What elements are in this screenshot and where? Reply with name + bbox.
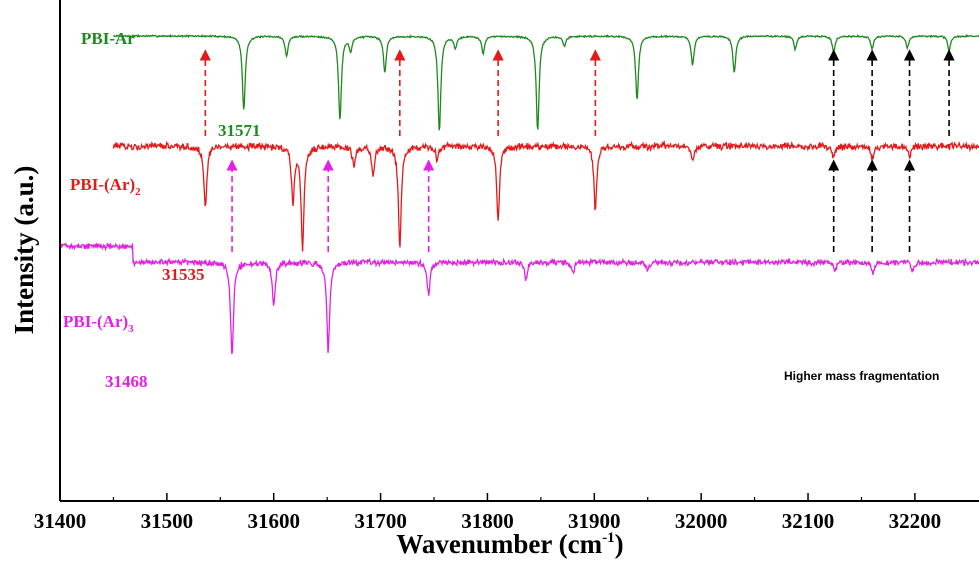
x-axis-title: Wavenumber (cm-1)	[396, 529, 623, 559]
fragmentation-note: Higher mass fragmentation	[784, 369, 939, 383]
series-line-1	[113, 33, 979, 131]
x-tick-label-5: 31900	[568, 509, 621, 533]
peak-label-3: 31468	[105, 372, 148, 391]
peak-label-2: 31535	[162, 265, 205, 284]
peak-label-1: 31571	[218, 121, 261, 140]
label-layer: PBI-Ar 31571 PBI-(Ar)2 31535 PBI-(Ar)3 31468	[63, 29, 261, 391]
y-axis-title: Intensity (a.u.)	[9, 166, 39, 335]
x-tick-label-2: 31600	[247, 509, 300, 533]
arrow-layer	[199, 49, 955, 253]
axes-layer	[59, 0, 979, 502]
series-label-1: PBI-Ar	[81, 29, 135, 48]
series-layer	[60, 33, 979, 354]
x-tick-label-0: 31400	[34, 509, 87, 533]
x-tick-label-7: 32100	[782, 509, 835, 533]
x-tick-label-1: 31500	[141, 509, 194, 533]
x-tick-label-8: 32200	[889, 509, 942, 533]
series-line-2	[112, 139, 979, 252]
series-label-3: PBI-(Ar)3	[63, 312, 134, 335]
series-line-3	[60, 242, 979, 354]
x-tick-label-6: 32000	[675, 509, 728, 533]
x-tick-layer: 31400 31500 31600 31700 31800 31900 32000 32100…	[34, 493, 941, 533]
x-tick-label-4: 31800	[461, 509, 514, 533]
series-label-2: PBI-(Ar)2	[70, 175, 141, 198]
x-tick-label-3: 31700	[354, 509, 407, 533]
